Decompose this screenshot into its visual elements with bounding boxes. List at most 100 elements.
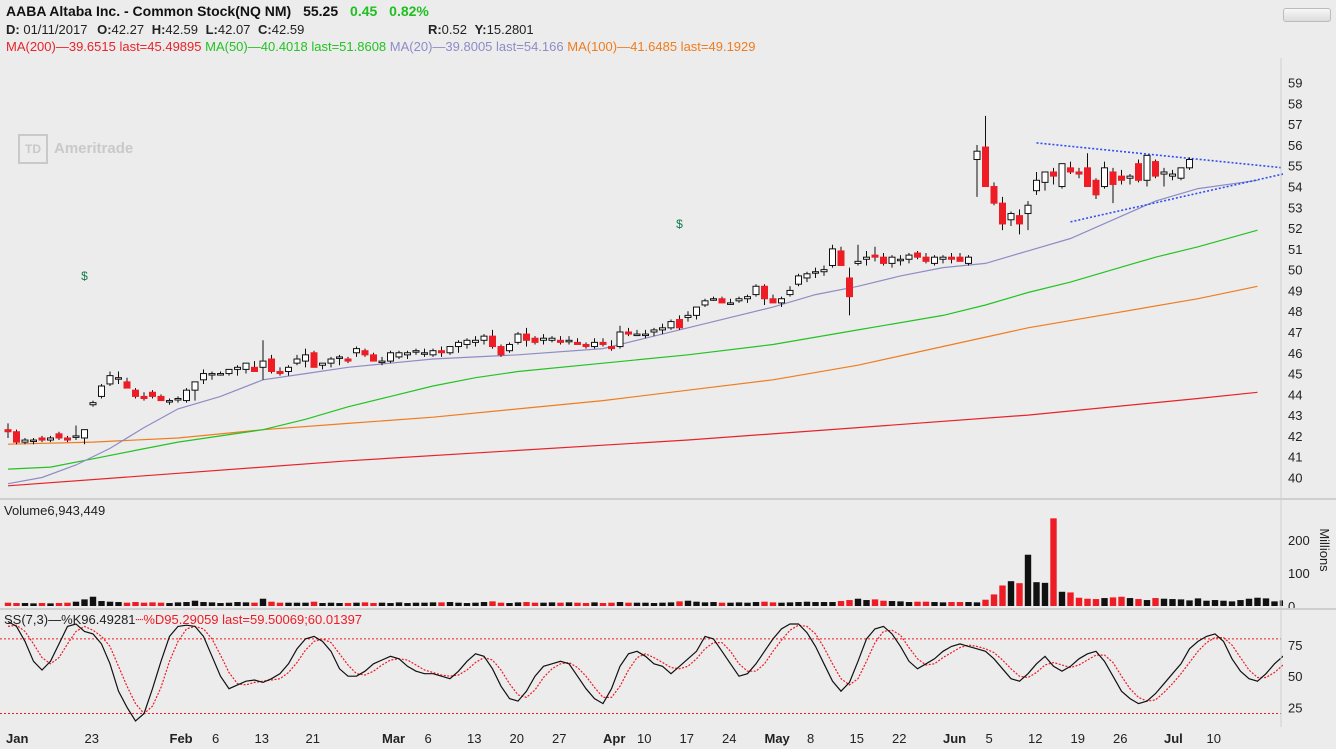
volume-axis-title: Millions bbox=[1317, 528, 1332, 572]
candle bbox=[259, 360, 267, 368]
volume-bar bbox=[1152, 598, 1159, 606]
candle bbox=[1058, 163, 1066, 188]
candle bbox=[888, 256, 896, 264]
candle bbox=[438, 350, 445, 354]
volume-bar bbox=[1237, 600, 1244, 606]
stoch-tick-label: 25 bbox=[1288, 700, 1302, 715]
stochastic-panel[interactable]: SS(7,3)—%K96.49281┈%D95.29059 last=59.50… bbox=[0, 610, 1336, 727]
volume-bar bbox=[336, 603, 343, 606]
high-value: 42.59 bbox=[165, 22, 198, 37]
y-label: Y: bbox=[474, 22, 487, 37]
date-tick-label: 24 bbox=[722, 731, 736, 746]
volume-chart[interactable]: 200 100 0 Millions bbox=[0, 500, 1336, 610]
candle bbox=[999, 202, 1006, 225]
volume-bar bbox=[55, 603, 63, 606]
candle bbox=[395, 352, 403, 358]
candle bbox=[565, 339, 573, 343]
moving-average-legend: MA(200)—39.6515 last=45.49895 MA(50)—40.… bbox=[6, 39, 756, 54]
volume-bar bbox=[421, 602, 428, 606]
candle bbox=[208, 373, 216, 376]
volume-bar bbox=[1067, 592, 1074, 606]
candle bbox=[973, 150, 981, 161]
price-tick-label: 46 bbox=[1288, 346, 1302, 361]
candle bbox=[599, 341, 607, 345]
volume-bar bbox=[319, 603, 326, 606]
volume-bar bbox=[1245, 598, 1253, 606]
volume-bar bbox=[591, 602, 598, 606]
volume-bar bbox=[497, 602, 505, 606]
volume-bar bbox=[183, 602, 190, 606]
candle bbox=[463, 339, 471, 345]
volume-bar bbox=[990, 594, 998, 606]
volume-bar bbox=[1007, 581, 1015, 606]
candle bbox=[625, 331, 632, 335]
price-tick-label: 59 bbox=[1288, 76, 1302, 91]
volume-bar bbox=[982, 599, 989, 606]
title-line: AABA Altaba Inc. - Common Stock(NQ NM) 5… bbox=[6, 3, 429, 19]
date-tick-label: 6 bbox=[212, 731, 219, 746]
volume-bar bbox=[225, 602, 233, 606]
panel-separator[interactable] bbox=[0, 498, 1336, 500]
volume-bar bbox=[514, 602, 522, 606]
candle bbox=[710, 298, 717, 301]
panel-separator[interactable] bbox=[0, 608, 1336, 610]
price-tick-label: 45 bbox=[1288, 367, 1302, 382]
volume-bar bbox=[438, 602, 445, 606]
volume-bar bbox=[616, 602, 624, 606]
candle bbox=[21, 439, 29, 443]
date-tick-label: 8 bbox=[807, 731, 814, 746]
price-chart[interactable]: $ $40 41 42 43 44 45 46 47 48 49 50 51 52 53 54 55 56 57 58… bbox=[0, 58, 1336, 498]
volume-bar bbox=[259, 598, 267, 606]
candle bbox=[778, 298, 785, 304]
volume-bar bbox=[948, 602, 955, 606]
volume-bar bbox=[4, 602, 12, 606]
candle bbox=[744, 296, 751, 300]
candle bbox=[982, 146, 989, 188]
candle bbox=[659, 327, 666, 331]
date-tick-label: 13 bbox=[255, 731, 269, 746]
price-panel[interactable]: TD Ameritrade $ $40 41 42 43 44 45 46 47 48 49 50 51 5… bbox=[0, 58, 1336, 498]
volume-bar bbox=[803, 601, 811, 606]
volume-bar bbox=[268, 601, 275, 606]
resize-button[interactable] bbox=[1283, 8, 1331, 22]
candle bbox=[404, 352, 411, 356]
volume-bar bbox=[922, 601, 930, 606]
volume-bar bbox=[727, 602, 734, 606]
volume-bar bbox=[412, 602, 420, 606]
candle bbox=[285, 366, 292, 372]
volume-bar bbox=[565, 602, 573, 606]
candle bbox=[922, 256, 930, 262]
candle bbox=[387, 352, 394, 362]
stoch-k-text: %K96.49281 bbox=[61, 612, 136, 627]
price-tick-label: 58 bbox=[1288, 96, 1302, 111]
candle bbox=[557, 339, 564, 343]
volume-bar bbox=[735, 602, 743, 606]
candle bbox=[361, 350, 369, 356]
volume-panel[interactable]: Volume6,943,449 200 100 0 Millions bbox=[0, 500, 1336, 610]
volume-bar bbox=[871, 599, 879, 606]
candle bbox=[1067, 167, 1074, 173]
candle bbox=[98, 385, 105, 397]
dividend-marker: $ bbox=[81, 269, 88, 283]
candle bbox=[225, 368, 233, 375]
stochastic-chart[interactable]: 75 50 25 bbox=[0, 610, 1336, 727]
open-label: O: bbox=[97, 22, 112, 37]
volume-bar bbox=[1058, 591, 1066, 606]
candle bbox=[1041, 171, 1049, 183]
volume-bar bbox=[115, 602, 122, 606]
candle bbox=[200, 373, 207, 381]
candle bbox=[217, 373, 224, 376]
candle bbox=[812, 271, 819, 274]
date-axis: Jan 23 Feb 6 13 21 Mar 6 13 20 27 Apr 10 17 24 May 8 15 22… bbox=[0, 727, 1336, 749]
volume-bar bbox=[395, 602, 403, 606]
candle bbox=[531, 337, 539, 343]
volume-bar bbox=[1033, 582, 1040, 606]
candle bbox=[829, 248, 836, 266]
volume-bar bbox=[548, 602, 556, 606]
candle bbox=[242, 362, 250, 370]
volume-tick-label: 200 bbox=[1288, 533, 1310, 548]
candle bbox=[540, 337, 547, 341]
volume-bar bbox=[795, 602, 802, 606]
volume-bar bbox=[123, 602, 131, 606]
ma20-line bbox=[7, 179, 1258, 485]
